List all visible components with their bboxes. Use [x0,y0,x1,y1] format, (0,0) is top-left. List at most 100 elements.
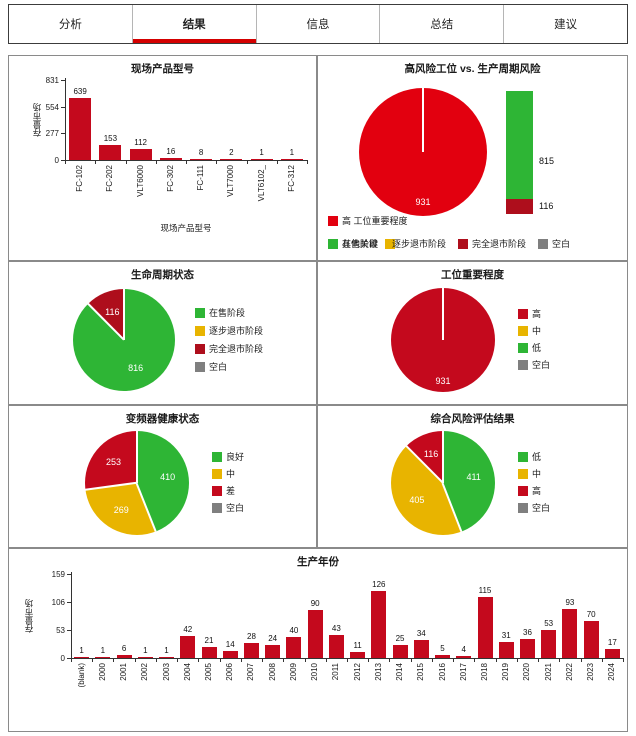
legend-label: 完全退市阶段 [209,344,264,354]
bar [280,159,303,160]
y-tick-label: 831 [45,76,59,85]
pie-value-label: 269 [113,504,129,515]
stacked-bar-value-label: 815 [539,156,555,166]
legend-item: 在售阶段 [195,306,245,319]
x-tick-mark [240,658,242,662]
x-tick-mark [71,658,72,662]
bar-value-label: 53 [544,619,554,628]
green-legend-swatch [518,342,528,353]
x-tick-label: 2021 [543,663,553,681]
bar [74,657,90,658]
chart-panel-product-models: 现场产品型号 0 277 554 831 存量市场 639 FC-102 153 FC-202 1… [8,55,317,261]
bar-value-label: 90 [310,599,320,609]
legend-row: 在售阶段 其他关键 逐步退市阶段 完全退市阶段 空白 [328,237,570,250]
bar-value-label: 43 [331,624,341,634]
legend-label-garbled: 其他关键 [342,239,379,249]
green-legend-swatch [212,451,222,462]
bar-value-label: 24 [268,634,278,644]
bar [604,649,620,658]
x-tick-label: 2004 [182,663,192,681]
legend-item: 高 工位重要程度 [328,214,408,227]
red_bright-legend-swatch [328,215,338,226]
yellow-legend-swatch [518,325,528,336]
legend-label: 逐步退市阶段 [209,326,264,336]
pie-value-label: 116 [105,306,120,317]
bar [498,641,514,658]
x-tick-label: 2023 [586,663,596,681]
x-tick-label: 2017 [458,663,468,681]
x-tick-label: 2011 [331,663,341,681]
legend-item: 空白 [538,237,570,250]
pie-chart-lifecycle: 816 116 在售阶段 逐步退市阶段 完全退市阶段 空白 [9,262,316,404]
x-tick-label: FC-102 [75,165,85,192]
slice-separator [422,88,424,152]
legend-item: 完全退市阶段 [195,342,263,355]
bar-value-label: 112 [134,138,147,148]
bar-value-label: 11 [353,641,362,651]
y-tick-label: 554 [45,102,59,112]
tab-suggestions[interactable]: 建议 [504,5,627,43]
bar [286,636,302,658]
legend-label: 在售阶段 [209,308,246,318]
chart-title: 生命周期状态 [131,269,194,281]
legend-item: 高 [518,484,541,497]
x-tick-mark [431,658,433,662]
bar [541,630,557,658]
x-tick-mark [95,160,97,164]
tab-label: 建议 [554,19,578,31]
x-tick-mark [262,658,264,662]
slice-separator [123,289,125,340]
tab-label: 信息 [306,19,330,31]
legend-item: 中 [212,467,235,480]
legend-item: 空白 [518,358,550,371]
y-tick-mark [67,630,71,631]
yellow-legend-swatch [385,238,396,249]
x-tick-label: 2000 [97,663,107,681]
y-tick-mark [61,80,65,81]
bar-value-label: 1 [100,646,106,656]
x-tick-mark [580,658,582,662]
bar-value-label: 70 [586,610,596,620]
bar-value-label: 1 [143,646,148,656]
y-axis [65,78,66,161]
bar-value-label: 1 [79,646,84,656]
bar [519,638,535,658]
gray-legend-swatch [212,502,222,513]
x-tick-label: 2001 [119,663,129,681]
tab-summary[interactable]: 总结 [380,5,505,43]
legend-label: 空白 [532,360,551,370]
bar-value-label: 17 [607,638,617,648]
bar-value-label: 8 [198,148,204,158]
x-tick-label: 2009 [288,663,298,681]
red-legend-swatch [212,485,222,496]
bar [180,635,196,658]
red_dark-legend-swatch [195,343,205,354]
tab-analysis[interactable]: 分析 [9,5,133,43]
x-tick-mark [92,658,94,662]
green-legend-swatch [518,451,528,462]
pie-value-label: 410 [160,472,176,483]
bar [220,159,243,160]
legend-item: 逐步退市阶段 [195,324,263,337]
y-tick-mark [61,106,65,108]
x-tick-label: VLT6102_ [256,165,266,202]
legend-label: 良好 [226,452,245,462]
legend-item: 高 [518,307,541,320]
legend-item: 完全退市阶段 [458,237,526,250]
x-tick-mark [307,160,308,164]
x-tick-mark [134,658,136,662]
bar [116,654,132,658]
tab-results[interactable]: 结果 [132,5,257,43]
gray-legend-swatch [538,238,549,249]
x-tick-mark [198,658,200,662]
bar [371,591,387,658]
tab-label: 分析 [58,19,82,31]
legend-label: 在售阶段 [342,239,379,249]
y-tick-mark [61,133,65,135]
legend-item: 良好 [212,450,244,463]
tab-info[interactable]: 信息 [257,5,381,43]
x-tick-label: 2006 [225,663,235,681]
legend-label: 低 [532,452,542,462]
x-tick-mark [283,658,285,662]
pie-value-label: 253 [105,457,122,468]
